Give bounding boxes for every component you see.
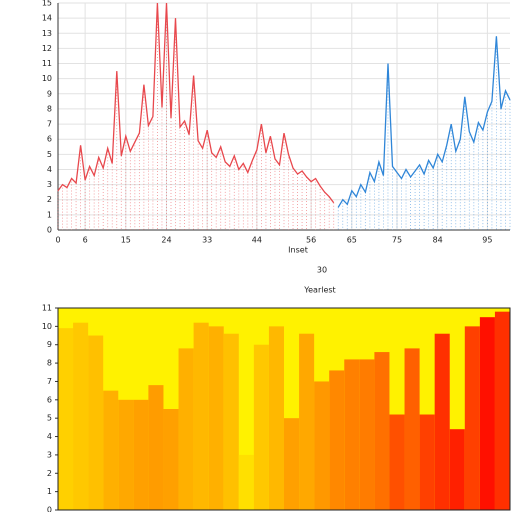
bar [73, 322, 89, 510]
y-tick-label: 2 [47, 195, 52, 204]
y-tick-label: 4 [47, 165, 52, 174]
x-tick-label: 84 [433, 236, 443, 245]
y-tick-label: 8 [47, 359, 52, 368]
x-tick-label: 44 [252, 236, 262, 245]
x-tick-label: 95 [482, 236, 492, 245]
y-tick-label: 4 [47, 432, 52, 441]
y-tick-label: 7 [47, 120, 52, 129]
bar [88, 335, 104, 510]
bar [374, 352, 390, 510]
bar [299, 333, 315, 510]
y-tick-label: 2 [47, 469, 52, 478]
bar [464, 326, 480, 510]
bar [133, 399, 149, 510]
bar [238, 454, 254, 510]
y-tick-label: 0 [47, 226, 52, 235]
y-tick-label: 1 [47, 487, 52, 496]
y-tick-label: 13 [42, 29, 52, 38]
bar [449, 429, 465, 510]
bar [284, 418, 300, 510]
bar [389, 414, 405, 510]
data-line [57, 2, 335, 204]
plot-frame [57, 307, 511, 511]
y-tick-label: 6 [47, 395, 52, 404]
bar [223, 333, 239, 510]
bar [148, 385, 164, 510]
bar [58, 328, 74, 510]
x-tick-label: 33 [202, 236, 212, 245]
bar [118, 399, 134, 510]
bar [314, 381, 330, 510]
y-tick-label: 15 [42, 0, 52, 8]
bar [419, 414, 435, 510]
bar [329, 370, 345, 510]
y-tick-label: 3 [47, 450, 52, 459]
bar [253, 344, 269, 510]
data-line [337, 36, 511, 208]
x-tick-label: 56 [306, 236, 316, 245]
y-tick-label: 14 [42, 14, 52, 23]
y-tick-label: 11 [42, 304, 52, 313]
chart-subtitle: Yearlest [303, 286, 335, 295]
bar [103, 390, 119, 510]
y-tick-label: 5 [47, 150, 52, 159]
x-tick-label: 15 [121, 236, 131, 245]
x-tick-label: 75 [392, 236, 402, 245]
x-tick-label: 6 [83, 236, 88, 245]
y-tick-label: 10 [42, 322, 52, 331]
y-tick-label: 9 [47, 89, 52, 98]
y-tick-label: 7 [47, 377, 52, 386]
y-tick-label: 1 [47, 210, 52, 219]
y-tick-label: 6 [47, 135, 52, 144]
bar [344, 359, 360, 510]
bar [178, 348, 194, 510]
y-tick-label: 3 [47, 180, 52, 189]
y-tick-label: 9 [47, 340, 52, 349]
x-axis-label: Inset [288, 246, 308, 255]
bar [208, 326, 224, 510]
y-tick-label: 8 [47, 104, 52, 113]
bar [494, 311, 510, 510]
y-tick-label: 10 [42, 74, 52, 83]
bar [163, 409, 179, 510]
bar [479, 317, 495, 510]
x-tick-label: 0 [55, 236, 60, 245]
bar [359, 359, 375, 510]
bar [404, 348, 420, 510]
y-tick-label: 5 [47, 414, 52, 423]
bar [268, 326, 284, 510]
bar [434, 333, 450, 510]
y-tick-label: 0 [47, 506, 52, 512]
x-tick-label: 24 [161, 236, 171, 245]
bar [193, 322, 209, 510]
y-tick-label: 12 [42, 44, 52, 53]
chart-title: 30 [317, 266, 327, 275]
y-tick-label: 11 [42, 59, 52, 68]
x-tick-label: 65 [347, 236, 357, 245]
